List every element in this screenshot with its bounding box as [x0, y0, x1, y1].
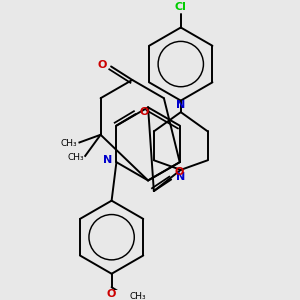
Text: O: O: [174, 167, 183, 177]
Text: N: N: [176, 100, 185, 110]
Text: N: N: [103, 155, 112, 165]
Text: CH₃: CH₃: [61, 139, 77, 148]
Text: CH₃: CH₃: [68, 153, 84, 162]
Text: CH₃: CH₃: [130, 292, 146, 300]
Text: O: O: [98, 59, 107, 70]
Text: O: O: [107, 289, 116, 299]
Text: Cl: Cl: [175, 2, 187, 12]
Text: O: O: [140, 107, 149, 117]
Text: N: N: [176, 172, 185, 182]
